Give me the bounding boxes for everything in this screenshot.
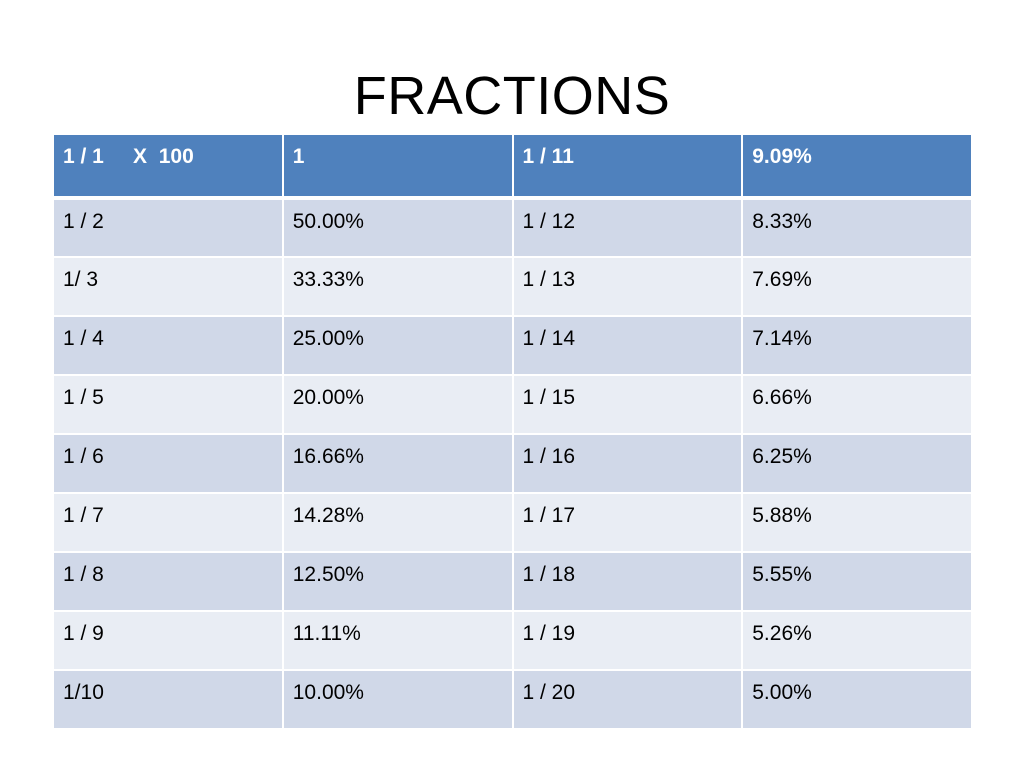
- percent-cell: 33.33%: [281, 256, 514, 317]
- percent-cell: 20.00%: [281, 374, 514, 435]
- fraction-cell: 1 / 17: [511, 492, 744, 553]
- fraction-cell: 1/10: [52, 669, 284, 730]
- percent-cell: 50.00%: [281, 197, 514, 258]
- percent-cell: 10.00%: [281, 669, 514, 730]
- table-row: 1 / 7 14.28% 1 / 17 5.88%: [52, 492, 973, 553]
- fraction-cell: 1 / 15: [511, 374, 744, 435]
- fraction-cell: 1 / 8: [52, 551, 284, 612]
- percent-cell: 5.26%: [741, 610, 973, 671]
- table-row: 1 / 9 11.11% 1 / 19 5.26%: [52, 610, 973, 671]
- header-cell-fraction: 1 / 1 X 100: [52, 133, 284, 200]
- table-row: 1/ 3 33.33% 1 / 13 7.69%: [52, 256, 973, 317]
- fraction-cell: 1 / 19: [511, 610, 744, 671]
- percent-cell: 14.28%: [281, 492, 514, 553]
- percent-cell: 5.00%: [741, 669, 973, 730]
- fraction-cell: 1 / 4: [52, 315, 284, 376]
- fraction-cell: 1 / 18: [511, 551, 744, 612]
- fractions-table: 1 / 1 X 100 1 1 / 11 9.09% 1 / 2 50.00% …: [52, 133, 973, 730]
- percent-cell: 5.88%: [741, 492, 973, 553]
- fraction-cell: 1 / 6: [52, 433, 284, 494]
- fraction-cell: 1 / 20: [511, 669, 744, 730]
- fraction-cell: 1 / 5: [52, 374, 284, 435]
- table-row: 1/10 10.00% 1 / 20 5.00%: [52, 669, 973, 730]
- fraction-cell: 1 / 12: [511, 197, 744, 258]
- percent-cell: 7.14%: [741, 315, 973, 376]
- header-cell-percent-2: 9.09%: [741, 133, 973, 200]
- percent-cell: 8.33%: [741, 197, 973, 258]
- percent-cell: 5.55%: [741, 551, 973, 612]
- fraction-cell: 1 / 9: [52, 610, 284, 671]
- fraction-cell: 1 / 2: [52, 197, 284, 258]
- header-cell-percent: 1: [281, 133, 514, 200]
- header-cell-fraction-2: 1 / 11: [511, 133, 744, 200]
- percent-cell: 7.69%: [741, 256, 973, 317]
- percent-cell: 6.25%: [741, 433, 973, 494]
- fraction-cell: 1 / 7: [52, 492, 284, 553]
- table-row: 1 / 4 25.00% 1 / 14 7.14%: [52, 315, 973, 376]
- table-row: 1 / 8 12.50% 1 / 18 5.55%: [52, 551, 973, 612]
- percent-cell: 25.00%: [281, 315, 514, 376]
- fraction-cell: 1/ 3: [52, 256, 284, 317]
- table-header-row: 1 / 1 X 100 1 1 / 11 9.09%: [52, 133, 973, 200]
- header-fraction-text: 1 / 1 X 100: [63, 145, 194, 168]
- percent-cell: 12.50%: [281, 551, 514, 612]
- table-row: 1 / 5 20.00% 1 / 15 6.66%: [52, 374, 973, 435]
- percent-cell: 11.11%: [281, 610, 514, 671]
- percent-cell: 16.66%: [281, 433, 514, 494]
- fraction-cell: 1 / 14: [511, 315, 744, 376]
- percent-cell: 6.66%: [741, 374, 973, 435]
- slide-title: FRACTIONS: [353, 66, 671, 126]
- table-row: 1 / 2 50.00% 1 / 12 8.33%: [52, 197, 973, 258]
- table-row: 1 / 6 16.66% 1 / 16 6.25%: [52, 433, 973, 494]
- fraction-cell: 1 / 16: [511, 433, 744, 494]
- fraction-cell: 1 / 13: [511, 256, 744, 317]
